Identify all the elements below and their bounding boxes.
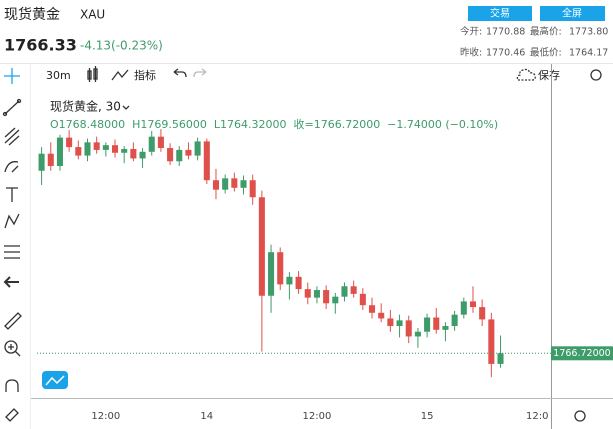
undo-button[interactable]	[173, 68, 187, 78]
candle-body	[488, 319, 495, 364]
indicator-button[interactable]: 指标	[134, 68, 156, 82]
candle-body	[203, 141, 210, 181]
candle-body	[359, 293, 366, 306]
candle-body	[111, 145, 119, 153]
save-button[interactable]: 保存	[538, 68, 560, 82]
current-price-tag	[551, 346, 613, 361]
candle-body	[460, 301, 467, 315]
redo-button[interactable]	[193, 68, 207, 78]
candle-body	[212, 180, 220, 190]
candle-body	[157, 136, 164, 149]
candle-body	[387, 318, 394, 327]
candle-body	[451, 314, 458, 327]
candle-body	[84, 142, 91, 156]
stat-label: 今开:	[460, 26, 482, 38]
candle-body	[185, 149, 192, 156]
candle-body	[231, 178, 238, 188]
candle-body	[341, 286, 348, 297]
candle-type-button[interactable]	[87, 66, 98, 82]
candle-body	[368, 305, 376, 313]
candle-body	[313, 290, 320, 298]
candle-body	[222, 178, 229, 190]
candle-body	[249, 180, 256, 198]
candle-body	[396, 320, 403, 327]
candle-body	[93, 142, 100, 150]
x-tick-label: 12:00	[91, 411, 120, 422]
interval-button[interactable]: 30m	[46, 69, 71, 82]
candle-body	[479, 307, 486, 320]
candle-body	[167, 148, 174, 162]
legend-caret	[122, 105, 130, 110]
candle-body	[47, 153, 54, 167]
symbol-code: XAU	[80, 8, 105, 22]
fullscreen-button-label[interactable]: 全屏	[562, 7, 582, 20]
x-tick-label: 12:0	[526, 411, 548, 422]
candle-body	[424, 317, 431, 332]
candle-body	[148, 136, 155, 152]
price-change: -4.13(-0.23%)	[80, 39, 163, 53]
candle-body	[497, 353, 504, 364]
indicator-icon[interactable]	[111, 69, 129, 81]
drawing-toolbar[interactable]	[2, 68, 22, 422]
last-price: 1766.33	[4, 36, 77, 55]
stat-label: 最高价:	[530, 26, 562, 38]
cloud-icon[interactable]	[516, 68, 536, 81]
candle-body	[176, 149, 183, 162]
candle-body	[332, 296, 339, 304]
candle-body	[75, 147, 82, 156]
fullscreen-button[interactable]	[540, 6, 605, 21]
current-price-label: 1766.72000	[553, 348, 610, 359]
candle-body	[240, 180, 247, 188]
candle-body	[130, 148, 137, 159]
candle-body	[194, 141, 201, 156]
candle-body	[295, 276, 302, 290]
legend-symbol: 现货黄金, 30	[50, 99, 121, 114]
x-tick-label: 14	[200, 411, 213, 422]
stat-value: 1770.88	[486, 27, 525, 38]
candle-body	[323, 290, 330, 304]
stat-label: 昨收:	[460, 47, 482, 59]
symbol-title: 现货黄金	[4, 6, 60, 23]
candle-body	[433, 317, 440, 330]
candle-body	[442, 326, 449, 330]
candle-body	[405, 320, 412, 337]
stat-value: 1764.17	[569, 48, 608, 59]
scale-settings-button[interactable]	[574, 410, 586, 422]
settings-button[interactable]	[590, 69, 602, 81]
logo-mark	[45, 375, 65, 386]
candle-body	[414, 331, 421, 337]
stat-value: 1773.80	[569, 27, 608, 38]
candle-body	[102, 145, 109, 150]
x-tick-label: 12:00	[303, 411, 332, 422]
candle-body	[56, 137, 63, 167]
candle-body	[378, 312, 385, 319]
stat-value: 1770.46	[486, 48, 525, 59]
candle-body	[66, 137, 73, 148]
x-tick-label: 15	[421, 411, 434, 422]
trade-button[interactable]	[468, 6, 532, 21]
trade-button-label[interactable]: 交易	[490, 7, 510, 20]
candle-body	[350, 286, 357, 294]
candle-body	[139, 151, 146, 159]
candle-body	[469, 301, 477, 308]
legend-ohlc: O1768.48000 H1769.56000 L1764.32000 收=17…	[50, 117, 498, 131]
candle-body	[304, 289, 311, 298]
candle-body	[268, 252, 275, 296]
candle-body	[38, 153, 45, 171]
candle-body	[121, 148, 128, 153]
candle-body	[277, 252, 284, 285]
candle-body	[258, 197, 265, 296]
stat-label: 最低价:	[530, 47, 562, 59]
candle-body	[286, 276, 293, 285]
